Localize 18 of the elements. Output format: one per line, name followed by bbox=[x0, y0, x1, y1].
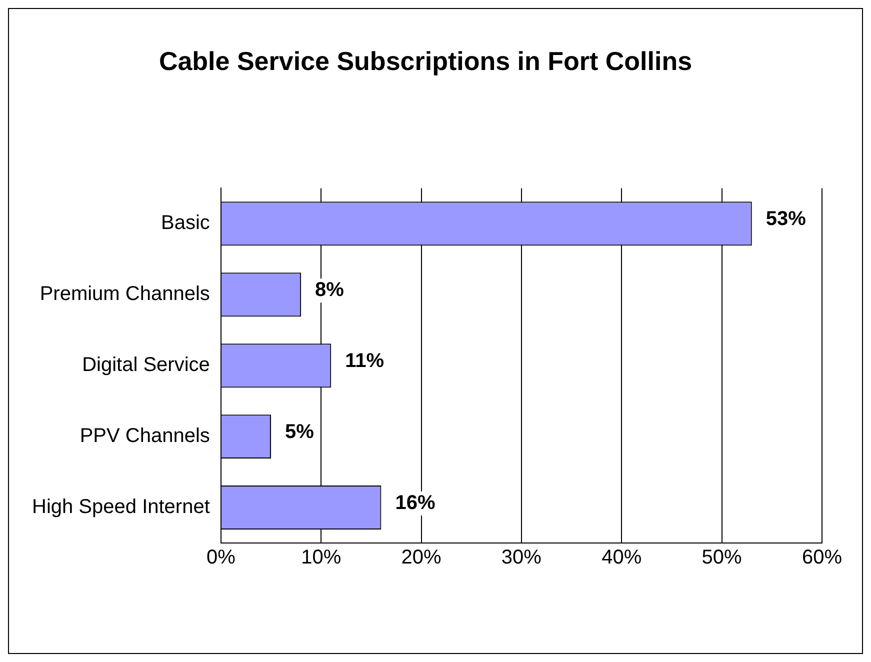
data-label: 8% bbox=[315, 279, 344, 302]
x-tick-label: 20% bbox=[401, 546, 442, 569]
data-label: 16% bbox=[395, 492, 436, 514]
x-tick-label: 10% bbox=[301, 546, 342, 569]
y-tick-label: High Speed Internet bbox=[32, 496, 210, 518]
y-tick-label: Premium Channels bbox=[40, 283, 210, 306]
data-label: 11% bbox=[345, 350, 384, 372]
x-tick-label: 60% bbox=[802, 546, 842, 569]
x-tick-label: 0% bbox=[206, 546, 236, 569]
y-tick-label: PPV Channels bbox=[80, 425, 210, 448]
chart-title: Cable Service Subscriptions in Fort Collins bbox=[158, 46, 692, 76]
data-label: 5% bbox=[284, 421, 314, 444]
data-label: 53% bbox=[766, 208, 806, 230]
x-tick-label: 30% bbox=[501, 546, 542, 569]
y-tick-label: Digital Service bbox=[82, 354, 210, 376]
x-tick-label: 40% bbox=[602, 546, 642, 569]
y-tick-label: Basic bbox=[160, 212, 210, 234]
x-tick-label: 50% bbox=[702, 546, 742, 569]
